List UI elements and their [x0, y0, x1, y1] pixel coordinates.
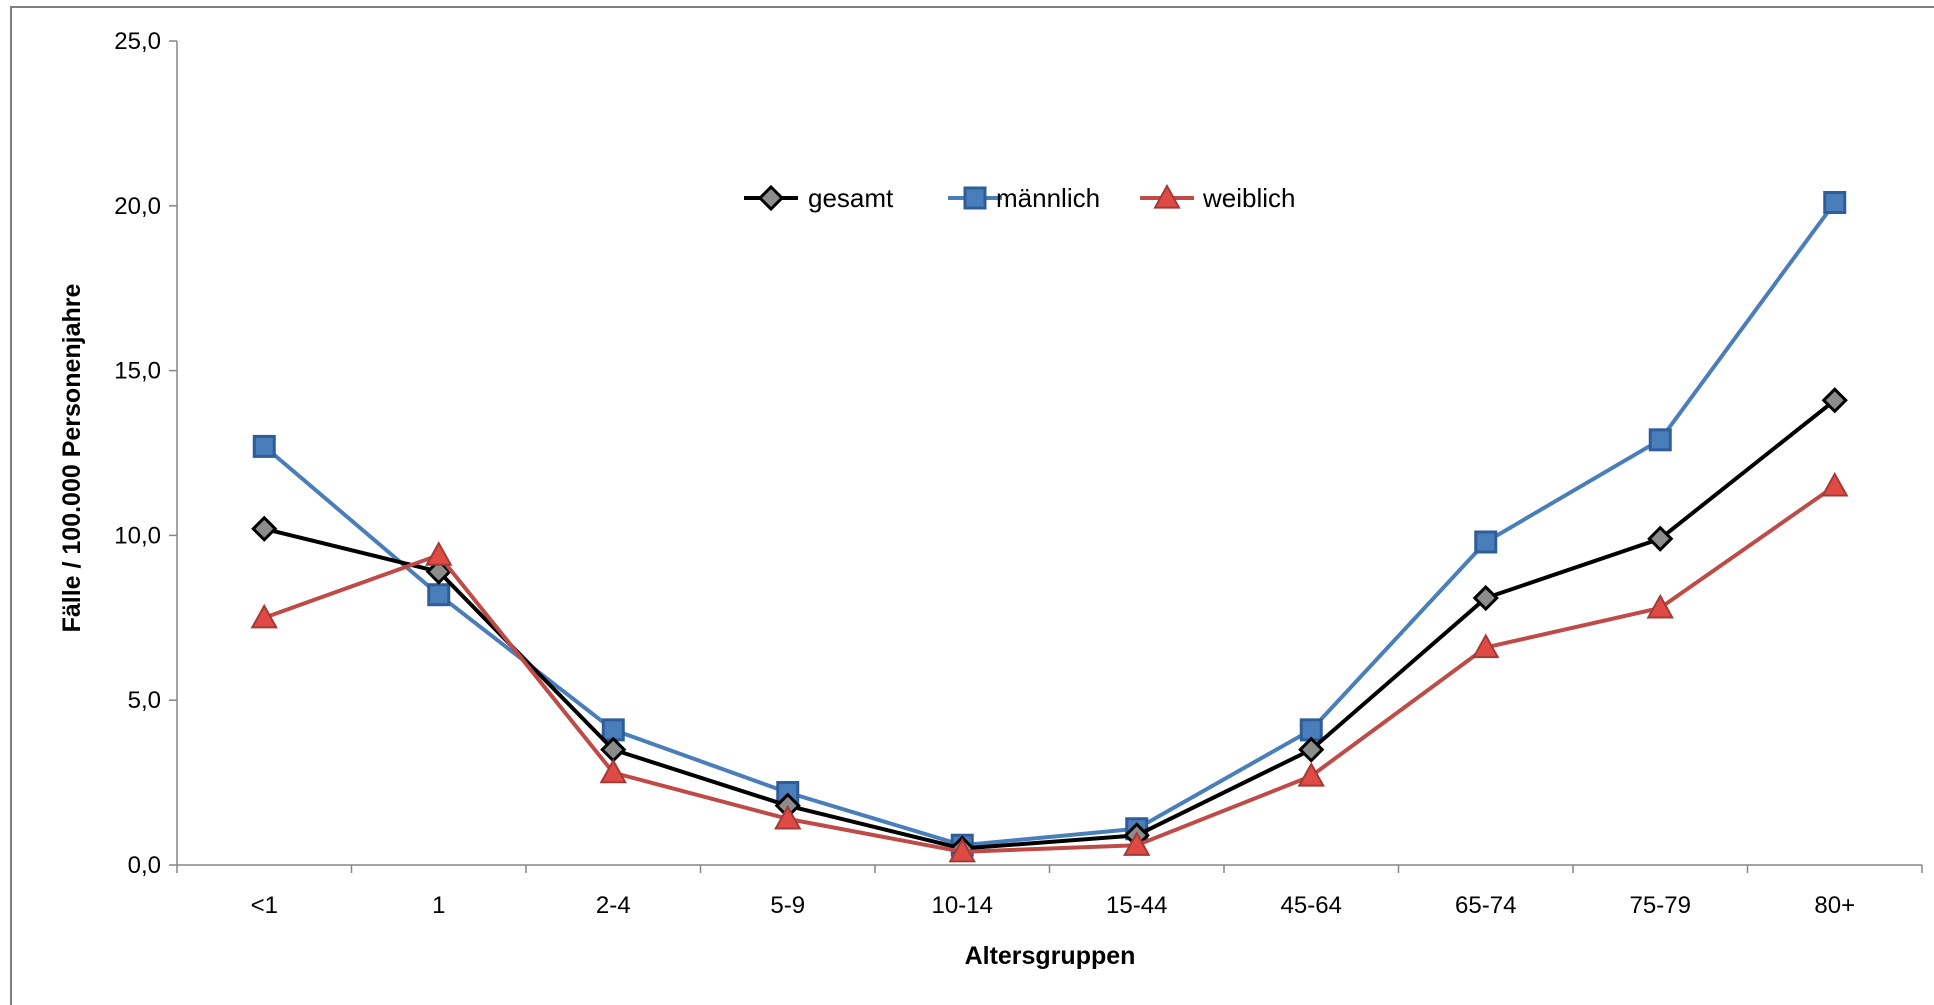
data-point [774, 804, 802, 830]
data-point [1123, 831, 1151, 856]
y-tick-label: 20,0 [114, 193, 161, 220]
y-axis-title: Fälle / 100.000 Personenjahre [58, 284, 86, 633]
x-tick-label: 80+ [1814, 892, 1855, 919]
x-tick-label: 75-79 [1630, 892, 1691, 919]
series-line [262, 201, 1837, 848]
x-tick-label: <1 [251, 892, 278, 919]
x-axis-title: Altersgruppen [965, 942, 1136, 970]
chart-frame [10, 6, 1934, 1005]
series-weiblich [250, 471, 1849, 863]
y-tick-label: 25,0 [114, 28, 161, 55]
legend: gesamt männlich weiblich [744, 183, 1296, 213]
series-line [263, 398, 1836, 851]
series-männlich [252, 191, 1847, 857]
x-tick-label: 45-64 [1281, 892, 1342, 919]
legend-marker [757, 184, 785, 212]
data-point [599, 758, 627, 784]
y-tick-label: 15,0 [114, 358, 161, 385]
legend-label: männlich [996, 183, 1100, 213]
data-point [1647, 525, 1674, 552]
legend-item: männlich [948, 183, 1100, 213]
data-point [425, 541, 453, 566]
data-point [252, 434, 276, 458]
data-point [1298, 736, 1325, 763]
x-axis-ticks: <1 1 2-4 5-9 10-14 15-44 45-64 65-74 75-79 80+ [176, 865, 1923, 919]
x-tick-label: 5-9 [770, 892, 805, 919]
data-point [251, 515, 278, 542]
data-point [427, 583, 451, 607]
legend-marker [1153, 183, 1181, 209]
data-point [1474, 530, 1498, 554]
y-axis-ticks: 0,0 5,0 10,0 15,0 20,0 25,0 [114, 28, 177, 879]
data-point [250, 603, 278, 629]
data-point [1297, 761, 1325, 787]
y-tick-label: 10,0 [114, 522, 161, 549]
legend-marker [963, 186, 987, 210]
x-tick-label: 15-44 [1106, 892, 1167, 919]
legend-item: weiblich [1140, 183, 1296, 213]
y-tick-label: 0,0 [128, 852, 161, 879]
series-layer [250, 191, 1849, 863]
data-point [1821, 471, 1849, 497]
x-tick-label: 2-4 [596, 892, 631, 919]
data-point [425, 558, 452, 585]
legend-item: gesamt [744, 183, 894, 213]
data-point [1472, 633, 1500, 659]
legend-label: weiblich [1202, 183, 1296, 213]
x-tick-label: 65-74 [1455, 892, 1516, 919]
data-point [1646, 593, 1674, 619]
legend-label: gesamt [808, 183, 894, 213]
axes [176, 41, 1922, 866]
data-point [948, 837, 976, 863]
data-point [1648, 428, 1672, 452]
data-point [1472, 584, 1499, 612]
series-gesamt [251, 387, 1848, 862]
data-point [1823, 191, 1847, 215]
data-point [1821, 387, 1848, 414]
x-tick-label: 1 [432, 892, 445, 919]
x-tick-label: 10-14 [932, 892, 993, 919]
series-line [263, 484, 1836, 854]
y-tick-label: 5,0 [128, 687, 161, 714]
